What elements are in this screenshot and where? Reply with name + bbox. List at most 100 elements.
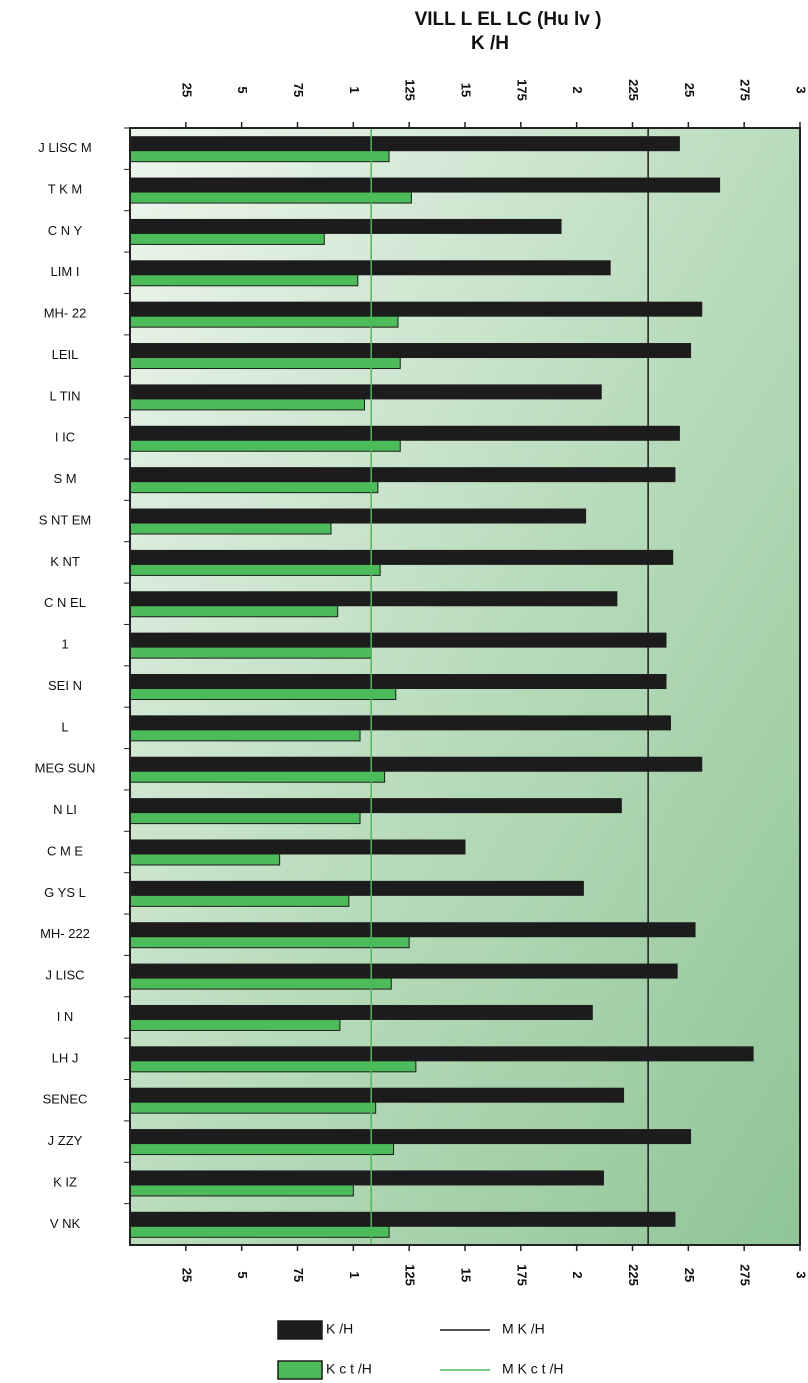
bar <box>129 853 281 866</box>
bar <box>129 936 410 949</box>
y-tick-label: L TIN <box>49 388 80 403</box>
x-tick-label: 15 <box>459 1268 474 1282</box>
x-tick-label: 2 <box>570 1271 585 1278</box>
bar <box>129 439 401 452</box>
y-tick-label: K NT <box>50 554 80 569</box>
bar <box>129 549 674 565</box>
x-tick-label: 1 <box>347 1271 362 1278</box>
x-tick-label: 2 <box>570 86 585 93</box>
bar <box>129 1101 377 1114</box>
bar <box>129 481 379 494</box>
y-tick-label: 1 <box>61 637 68 652</box>
plot-frame <box>129 127 801 1246</box>
y-tick-label: LH J <box>52 1050 79 1065</box>
x-tick-label: 25 <box>682 1268 697 1282</box>
bar <box>129 398 365 411</box>
y-tick-label: LIM I <box>51 264 80 279</box>
x-tick-label: 5 <box>235 1271 250 1278</box>
bar <box>129 922 696 938</box>
y-tick-label: V NK <box>50 1216 81 1231</box>
y-tick-label: I IC <box>55 430 75 445</box>
x-tick-label: 15 <box>459 83 474 97</box>
bar <box>129 1211 676 1227</box>
bar <box>129 1143 395 1156</box>
x-tick-label: 3 <box>794 86 808 93</box>
bar <box>129 674 667 689</box>
y-tick-label: MEG SUN <box>35 761 96 776</box>
bar <box>129 839 466 855</box>
bar <box>129 384 602 400</box>
x-tick-label: 225 <box>626 79 641 101</box>
bar <box>129 315 399 328</box>
bar <box>129 177 721 193</box>
x-tick-label: 125 <box>403 1264 418 1286</box>
x-tick-label: 25 <box>179 1268 194 1282</box>
y-tick-label: J LISC M <box>38 140 91 155</box>
legend-label: K /H <box>326 1321 353 1337</box>
bar <box>129 605 339 618</box>
bar <box>129 425 680 441</box>
y-tick-label: MH- 22 <box>44 306 87 321</box>
y-tick-label: LEIL <box>52 347 79 362</box>
bar <box>129 880 584 896</box>
bar <box>129 715 671 731</box>
bar <box>129 218 562 234</box>
bar <box>129 1018 341 1031</box>
y-tick-label: SENEC <box>43 1092 88 1107</box>
bar <box>129 191 412 204</box>
bar <box>129 977 392 990</box>
x-tick-label: 75 <box>291 1268 306 1282</box>
bar <box>129 798 622 814</box>
bar <box>129 260 611 276</box>
y-tick-label: I N <box>57 1009 74 1024</box>
y-tick-label: C N Y <box>48 223 83 238</box>
bar <box>129 1184 354 1197</box>
bar <box>129 136 680 152</box>
bar <box>129 1060 417 1073</box>
y-tick-label: MH- 222 <box>40 926 90 941</box>
y-tick-label: T K M <box>48 181 82 196</box>
y-tick-label: SEI N <box>48 678 82 693</box>
y-tick-label: L <box>61 719 68 734</box>
bar <box>129 1087 625 1103</box>
y-tick-label: C M E <box>47 843 83 858</box>
bar <box>129 646 372 659</box>
x-tick-label: 275 <box>738 79 753 101</box>
bar <box>129 357 401 370</box>
y-tick-label: K IZ <box>53 1174 77 1189</box>
x-tick-label: 1 <box>347 86 362 93</box>
chart-subtitle: K /H <box>471 33 509 54</box>
y-tick-label: J LISC <box>45 968 84 983</box>
y-tick-label: J ZZY <box>48 1133 83 1148</box>
x-tick-label: 175 <box>514 1264 529 1286</box>
bar <box>129 591 618 607</box>
bar <box>129 301 703 317</box>
bar <box>129 1004 593 1020</box>
bar <box>129 343 692 359</box>
x-tick-label: 25 <box>682 83 697 97</box>
bar <box>129 563 381 576</box>
bar <box>129 274 359 287</box>
x-tick-label: 125 <box>403 79 418 101</box>
bar <box>129 508 587 524</box>
bar <box>129 150 390 163</box>
bar <box>129 522 332 535</box>
y-tick-label: G YS L <box>44 885 86 900</box>
legend-swatch <box>277 1360 323 1380</box>
x-tick-label: 5 <box>235 86 250 93</box>
bar <box>129 812 361 825</box>
y-tick-label: S M <box>53 471 76 486</box>
bar <box>129 688 397 700</box>
legend-label: K c t /H <box>326 1361 372 1377</box>
y-tick-label: S NT EM <box>39 512 92 527</box>
y-tick-label: C N EL <box>44 595 86 610</box>
x-tick-label: 175 <box>514 79 529 101</box>
bar <box>129 1129 692 1145</box>
legend-label: M K c t /H <box>502 1361 563 1377</box>
legend-label: M K /H <box>502 1321 545 1337</box>
bar <box>129 963 678 979</box>
bar <box>129 894 350 907</box>
bar <box>129 770 386 783</box>
bar <box>129 232 325 245</box>
